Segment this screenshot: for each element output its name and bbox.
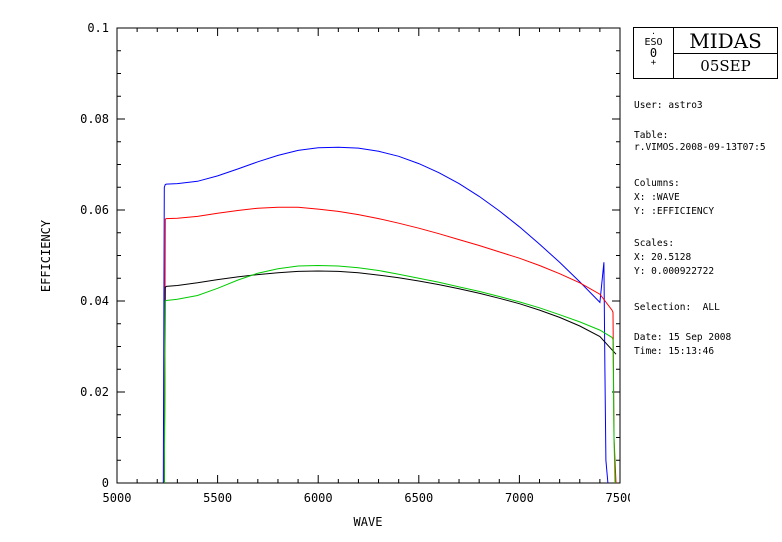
axis-ticks [116,27,621,484]
info-scales-label: Scales: [634,238,675,249]
y-tick-label: 0.02 [80,385,109,399]
info-user: User: astro3 [634,100,703,111]
info-time: Time: 15:13:46 [634,346,715,357]
info-table-value: r.VIMOS.2008-09-13T07:5 [634,142,766,153]
x-tick-label: 6500 [404,491,433,505]
info-scales-y: Y: 0.000922722 [634,266,715,277]
info-date: Date: 15 Sep 2008 [634,332,732,343]
series-line-2 [163,206,617,484]
info-columns-label: Columns: [634,178,680,189]
plot-frame [116,27,621,484]
info-columns-x: X: :WAVE [634,192,680,203]
y-tick-label: 0 [102,476,109,490]
info-table-label: Table: [634,130,669,141]
midas-title: MIDAS [674,28,777,54]
date-tag: 05SEP [700,57,751,75]
y-tick-label: 0.1 [87,21,109,35]
series-line-3 [162,270,617,484]
eso-logo-text: ESO [644,37,663,48]
info-scales-x: X: 20.5128 [634,252,692,263]
series-group [162,146,617,484]
y-tick-label: 0.04 [80,294,109,308]
y-axis-label: EFFICIENCY [39,219,53,292]
midas-logo: · ESO 0 + MIDAS 05SEP [633,27,778,79]
x-tick-label: 5000 [103,491,132,505]
info-selection: Selection: ALL [634,302,720,313]
eso-logo: · ESO 0 + [634,28,674,78]
x-tick-label: 7000 [505,491,534,505]
y-tick-label: 0.08 [80,112,109,126]
x-tick-label: 5500 [203,491,232,505]
y-tick-label: 0.06 [80,203,109,217]
series-line-4 [163,264,616,484]
series-line-1 [162,146,609,484]
x-axis-label: WAVE [354,515,383,529]
x-tick-label: 6000 [304,491,333,505]
info-columns-y: Y: :EFFICIENCY [634,206,715,217]
